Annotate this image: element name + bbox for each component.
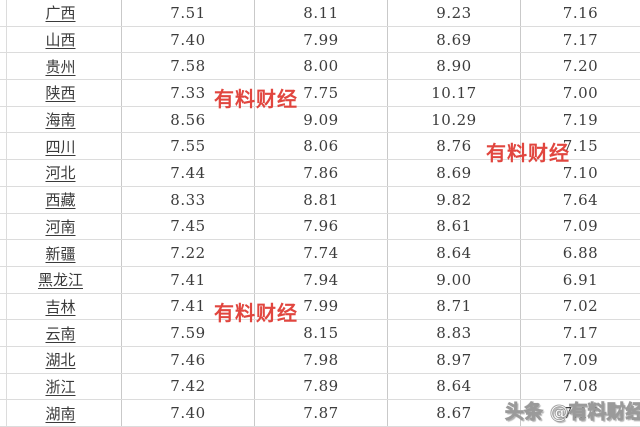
price-col-1-cell: 7.33: [122, 80, 255, 106]
price-col-3-cell: 8.69: [388, 160, 521, 186]
province-name-cell: 西藏: [0, 186, 122, 213]
province-name-cell: 贵州: [0, 53, 122, 80]
price-col-4-cell: 6.88: [562, 244, 599, 263]
table-row: 贵州 7.58 8.00 8.90 7.20: [0, 53, 640, 81]
price-col-4-cell: 7.17: [562, 30, 599, 49]
price-col-1-cell: 7.40: [122, 400, 255, 426]
price-col-1-cell: 7.59: [122, 320, 255, 346]
price-col-3-cell: 8.90: [388, 53, 521, 80]
price-col-3-cell: 9.23: [388, 0, 521, 26]
table-row: 陕西 7.33 7.75 10.17 7.00: [0, 80, 640, 107]
price-col-2-cell: 8.81: [255, 186, 388, 213]
table-left-border: [6, 0, 7, 427]
table-row: 四川 7.55 8.06 8.76 7.15: [0, 133, 640, 161]
price-col-1-cell: 8.33: [122, 186, 255, 213]
province-name-cell: 吉林: [0, 293, 122, 320]
province-name-cell: 河南: [0, 213, 122, 240]
price-col-2-cell: 7.99: [255, 26, 388, 53]
table-row: 河南 7.45 7.96 8.61 7.09: [0, 213, 640, 241]
table-row: 黑龙江 7.41 7.94 9.00 6.91: [0, 266, 640, 294]
price-col-4-cell: 7.10: [562, 163, 599, 182]
price-col-3-cell: 8.97: [388, 346, 521, 373]
price-col-3-cell: 8.64: [388, 240, 521, 266]
price-col-1-cell: 7.22: [122, 240, 255, 266]
province-name-cell: 浙江: [0, 373, 122, 400]
price-col-4-cell: 7.19: [562, 110, 599, 129]
price-col-3-cell: 10.17: [388, 80, 521, 106]
price-col-1-cell: 7.46: [122, 346, 255, 373]
price-col-4-cell: 7.15: [562, 137, 599, 156]
price-col-2-cell: 7.99: [255, 293, 388, 320]
price-col-3-cell: 8.67: [388, 400, 521, 426]
price-col-2-cell: 8.11: [255, 0, 388, 26]
province-name-cell: 河北: [0, 160, 122, 186]
price-col-2-cell: 7.96: [255, 213, 388, 240]
table-row: 浙江 7.42 7.89 8.64 7.08: [0, 373, 640, 401]
price-col-4-cell: 7.17: [562, 404, 599, 423]
table-row: 湖南 7.40 7.87 8.67 7.17: [0, 400, 640, 427]
price-col-3-cell: 8.83: [388, 320, 521, 346]
price-col-2-cell: 7.98: [255, 346, 388, 373]
price-col-3-cell: 9.82: [388, 186, 521, 213]
province-name-cell: 黑龙江: [0, 266, 122, 293]
price-col-4-cell: 7.09: [562, 217, 599, 236]
price-col-1-cell: 7.55: [122, 133, 255, 160]
price-col-1-cell: 7.41: [122, 293, 255, 320]
price-col-1-cell: 7.45: [122, 213, 255, 240]
price-col-2-cell: 8.06: [255, 133, 388, 160]
table-row: 新疆 7.22 7.74 8.64 6.88: [0, 240, 640, 267]
price-col-2-cell: 8.00: [255, 53, 388, 80]
price-col-1-cell: 7.42: [122, 373, 255, 400]
price-col-4-cell: 7.17: [562, 324, 599, 343]
price-col-4-cell: 7.08: [562, 377, 599, 396]
table-row: 吉林 7.41 7.99 8.71 7.02: [0, 293, 640, 321]
province-name-cell: 湖北: [0, 346, 122, 373]
price-col-2-cell: 7.94: [255, 266, 388, 293]
price-col-1-cell: 7.51: [122, 0, 255, 26]
province-name-cell: 云南: [0, 320, 122, 346]
price-col-2-cell: 9.09: [255, 106, 388, 133]
price-col-4-cell: 7.64: [562, 190, 599, 209]
table-row: 西藏 8.33 8.81 9.82 7.64: [0, 186, 640, 214]
table-row: 广西 7.51 8.11 9.23 7.16: [0, 0, 640, 27]
table-row: 河北 7.44 7.86 8.69 7.10: [0, 160, 640, 187]
price-col-4-cell: 7.09: [562, 350, 599, 369]
price-col-4-cell: 6.91: [562, 270, 599, 289]
price-col-1-cell: 7.44: [122, 160, 255, 186]
table-row: 海南 8.56 9.09 10.29 7.19: [0, 106, 640, 134]
price-col-2-cell: 7.89: [255, 373, 388, 400]
province-name-cell: 四川: [0, 133, 122, 160]
province-name-cell: 山西: [0, 26, 122, 53]
province-name-cell: 广西: [0, 0, 122, 26]
province-name-cell: 新疆: [0, 240, 122, 266]
price-col-3-cell: 8.64: [388, 373, 521, 400]
price-col-2-cell: 8.15: [255, 320, 388, 346]
table-row: 山西 7.40 7.99 8.69 7.17: [0, 26, 640, 54]
price-col-2-cell: 7.75: [255, 80, 388, 106]
price-col-2-cell: 7.74: [255, 240, 388, 266]
province-name-cell: 陕西: [0, 80, 122, 106]
price-col-3-cell: 8.76: [388, 133, 521, 160]
price-col-1-cell: 7.58: [122, 53, 255, 80]
table-row: 云南 7.59 8.15 8.83 7.17: [0, 320, 640, 347]
price-col-4-cell: 7.16: [562, 3, 599, 22]
price-col-1-cell: 7.40: [122, 26, 255, 53]
price-col-3-cell: 8.71: [388, 293, 521, 320]
price-col-4-cell: 7.20: [562, 57, 599, 76]
price-col-2-cell: 7.86: [255, 160, 388, 186]
price-col-3-cell: 8.69: [388, 26, 521, 53]
price-col-4-cell: 7.02: [562, 297, 599, 316]
price-col-2-cell: 7.87: [255, 400, 388, 426]
table-row: 湖北 7.46 7.98 8.97 7.09: [0, 346, 640, 374]
province-name-cell: 湖南: [0, 400, 122, 426]
province-name-cell: 海南: [0, 106, 122, 133]
price-col-3-cell: 8.61: [388, 213, 521, 240]
price-col-4-cell: 7.00: [562, 83, 599, 102]
price-col-3-cell: 9.00: [388, 266, 521, 293]
price-col-1-cell: 8.56: [122, 106, 255, 133]
price-col-3-cell: 10.29: [388, 106, 521, 133]
price-col-1-cell: 7.41: [122, 266, 255, 293]
